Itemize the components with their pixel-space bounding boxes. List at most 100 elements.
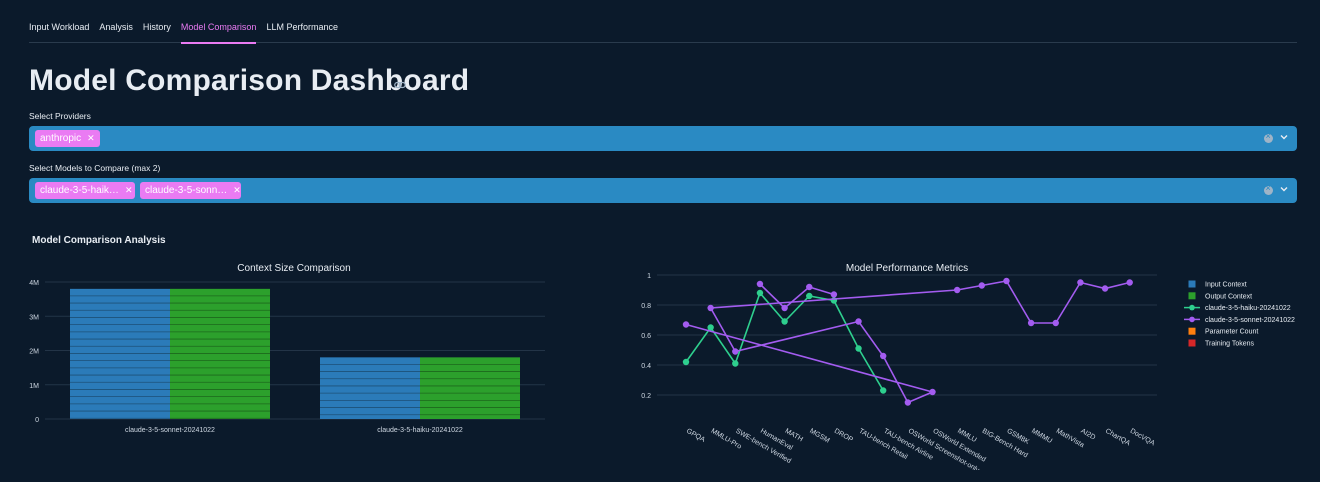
data-point	[732, 348, 739, 355]
data-point	[682, 321, 690, 328]
data-point	[1101, 285, 1109, 292]
y-tick-label: 0	[35, 417, 39, 424]
legend-label: claude-3-5-haiku-20241022	[1205, 305, 1291, 312]
chart-title: Context Size Comparison	[237, 263, 350, 274]
data-point	[682, 358, 690, 366]
x-tick-label: AI2D	[1079, 428, 1096, 442]
data-point	[929, 388, 936, 396]
chip-remove-icon[interactable]: ✕	[87, 133, 95, 143]
y-tick-label: 1	[647, 273, 651, 280]
chip-remove-icon[interactable]: ✕	[233, 185, 241, 195]
data-point	[1126, 279, 1133, 286]
model-chip-haiku: claude-3-5-haik… ✕	[35, 182, 135, 199]
y-tick-label: 0.2	[641, 393, 651, 400]
chevron-down-icon[interactable]	[1278, 131, 1290, 143]
legend-item: claude-3-5-haiku-20241022	[1184, 304, 1291, 312]
x-tick-label: MMMU	[1030, 428, 1053, 445]
legend-item: Output Context	[1188, 292, 1252, 300]
legend-label: Input Context	[1205, 282, 1247, 289]
bar-fill	[420, 357, 520, 419]
providers-select[interactable]: anthropic ✕	[29, 126, 1297, 151]
legend-swatch	[1189, 304, 1195, 311]
y-tick-label: 1M	[29, 383, 39, 390]
data-point	[880, 387, 887, 394]
legend-item: Input Context	[1188, 280, 1247, 289]
legend-swatch	[1189, 316, 1195, 323]
chart-title: Model Performance Metrics	[846, 263, 968, 274]
series-line	[685, 280, 1130, 404]
series-line	[759, 283, 835, 310]
bar-fill	[170, 288, 270, 419]
y-tick-label: 0.6	[641, 333, 651, 340]
x-tick-label: ChartQA	[1104, 428, 1131, 448]
models-label: Select Models to Compare (max 2)	[29, 163, 161, 173]
chevron-down-icon[interactable]	[1278, 183, 1290, 195]
data-point	[830, 291, 838, 298]
y-tick-label: 4M	[29, 280, 39, 287]
models-select[interactable]: claude-3-5-haik… ✕ claude-3-5-sonn… ✕	[29, 178, 1297, 203]
data-point	[732, 360, 739, 367]
data-point	[978, 282, 985, 289]
data-point	[806, 292, 813, 300]
legend-swatch	[1188, 339, 1196, 347]
model-chip-sonnet: claude-3-5-sonn… ✕	[140, 182, 241, 199]
clear-icon[interactable]	[1264, 183, 1273, 195]
x-tick-label: DocVQA	[1129, 428, 1156, 448]
chip-remove-icon[interactable]: ✕	[124, 185, 133, 195]
data-point	[806, 283, 813, 291]
tab-analysis[interactable]: Analysis	[99, 22, 133, 32]
data-point	[756, 289, 764, 297]
x-tick-label: BIG-Bench Hard	[981, 428, 1029, 460]
bar-fill	[320, 357, 420, 419]
provider-chip-label: anthropic	[40, 133, 82, 144]
data-point	[904, 399, 912, 406]
y-tick-label: 2M	[29, 349, 39, 356]
tab-input-workload[interactable]: Input Workload	[29, 22, 90, 32]
legend-label: Output Context	[1205, 293, 1252, 300]
tab-history[interactable]: History	[142, 22, 171, 32]
legend-label: claude-3-5-sonnet-20241022	[1205, 317, 1295, 324]
data-point	[1003, 277, 1010, 285]
data-point	[855, 345, 862, 352]
y-tick-label: 3M	[29, 314, 39, 321]
legend-label: Parameter Count	[1205, 329, 1258, 336]
section-title: Model Comparison Analysis	[32, 235, 166, 246]
data-point	[855, 318, 862, 325]
legend-label: Training Tokens	[1205, 341, 1255, 348]
providers-label: Select Providers	[29, 111, 91, 121]
legend-item: claude-3-5-sonnet-20241022	[1184, 316, 1295, 324]
context-size-chart: 0 1M 2M 3M 4M Context Size Comparison claude-3…	[29, 263, 545, 434]
data-point	[1077, 279, 1084, 286]
page-title: Model Comparison Dashboard	[29, 64, 470, 97]
bar	[420, 357, 520, 419]
data-point	[707, 324, 714, 331]
clear-icon[interactable]	[1264, 131, 1273, 143]
legend-item: Parameter Count	[1188, 327, 1258, 336]
model-chip-label: claude-3-5-haik…	[40, 185, 119, 196]
x-tick-label: claude-3-5-haiku-20241022	[377, 427, 463, 434]
tab-llm-performance[interactable]: LLM Performance	[266, 22, 338, 32]
data-point	[781, 318, 788, 325]
bar	[320, 357, 420, 419]
model-chip-label: claude-3-5-sonn…	[145, 185, 228, 196]
data-point	[707, 304, 714, 312]
data-point	[1052, 319, 1059, 327]
data-point	[953, 286, 961, 294]
x-tick-label: DROP	[833, 428, 854, 444]
legend-swatch	[1188, 280, 1196, 288]
y-tick-label: 0.4	[641, 363, 651, 370]
x-tick-label: GPQA	[685, 428, 706, 444]
provider-chip: anthropic ✕	[35, 130, 100, 147]
x-tick-label: claude-3-5-sonnet-20241022	[125, 427, 215, 434]
y-tick-label: 0.8	[641, 303, 651, 310]
link-icon[interactable]	[394, 79, 406, 91]
data-point	[880, 352, 887, 360]
legend-swatch	[1188, 327, 1196, 335]
bar	[170, 288, 270, 419]
bar	[70, 288, 170, 419]
data-point	[1027, 319, 1035, 327]
bar-fill	[70, 288, 170, 419]
tab-model-comparison[interactable]: Model Comparison	[180, 22, 256, 44]
performance-metrics-chart: 0.2 0.4 0.6 0.8 1 Model Performance Metrics GP…	[641, 263, 1295, 470]
data-point	[756, 280, 764, 288]
